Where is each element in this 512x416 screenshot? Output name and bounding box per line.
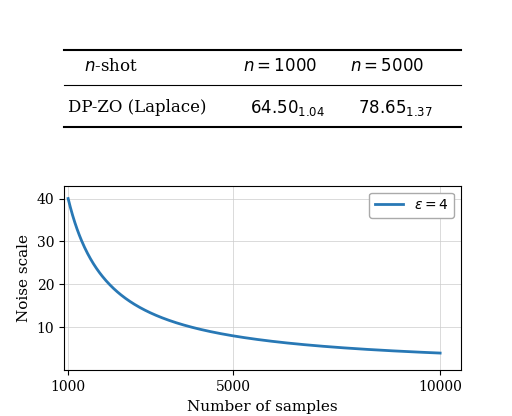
$\varepsilon = 4$ — [244, 336, 250, 341]
Legend: $\varepsilon = 4$: $\varepsilon = 4$ — [369, 193, 454, 218]
Text: $n$-shot: $n$-shot — [84, 58, 138, 75]
$\varepsilon = 4$ — [287, 341, 293, 346]
Text: $78.65_{1.37}$: $78.65_{1.37}$ — [357, 98, 433, 118]
Text: $n = 1000$: $n = 1000$ — [243, 58, 317, 75]
$\varepsilon = 4$ — [266, 339, 272, 344]
Y-axis label: Noise scale: Noise scale — [17, 234, 31, 322]
$\varepsilon = 4$ — [370, 347, 376, 352]
Text: DP-ZO (Laplace): DP-ZO (Laplace) — [68, 99, 206, 116]
X-axis label: Number of samples: Number of samples — [187, 399, 338, 414]
$\varepsilon = 4$ — [428, 350, 434, 355]
Line: $\varepsilon = 4$: $\varepsilon = 4$ — [68, 198, 440, 353]
Text: $64.50_{1.04}$: $64.50_{1.04}$ — [250, 98, 326, 118]
Text: $n = 5000$: $n = 5000$ — [350, 58, 424, 75]
$\varepsilon = 4$ — [65, 196, 71, 201]
$\varepsilon = 4$ — [242, 335, 248, 340]
$\varepsilon = 4$ — [437, 351, 443, 356]
